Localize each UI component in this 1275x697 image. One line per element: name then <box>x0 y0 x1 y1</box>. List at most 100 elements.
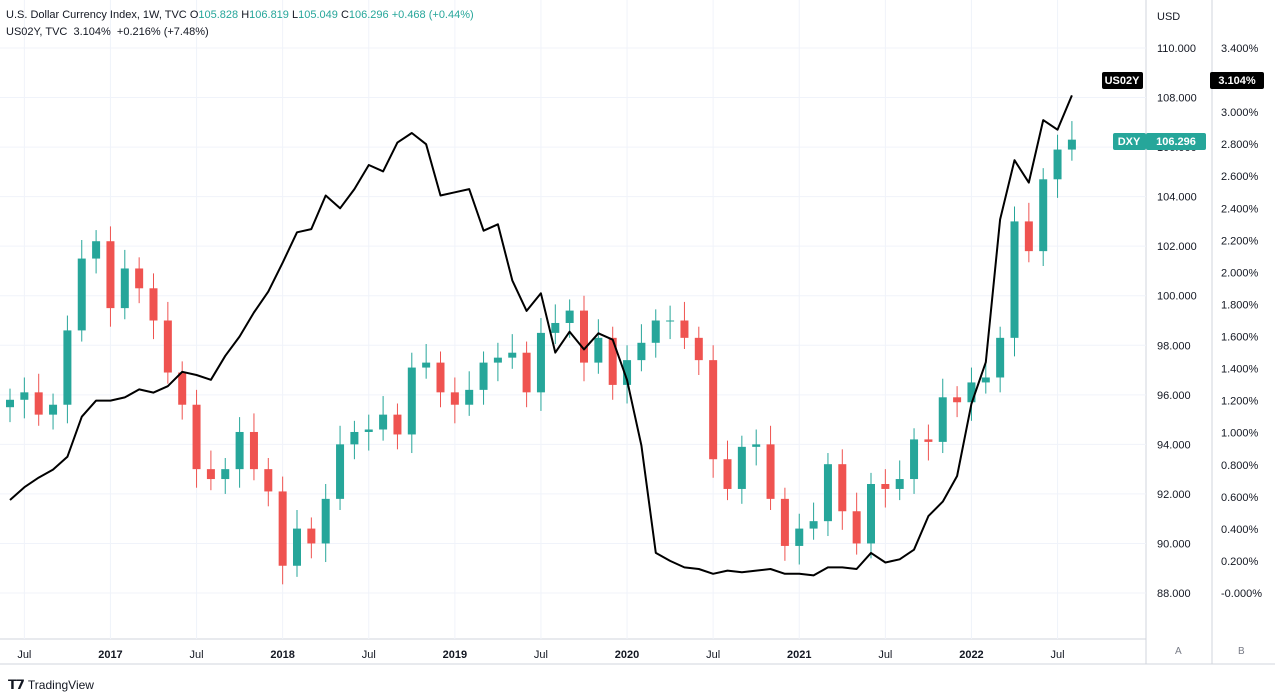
dxy-candle <box>479 351 488 405</box>
right-axis-tick-label: -0.000% <box>1221 588 1262 600</box>
dxy-candle <box>737 435 746 504</box>
dxy-candle <box>63 315 72 424</box>
dxy-candle <box>1067 121 1076 161</box>
dxy-legend-name: U.S. Dollar Currency Index, 1W, TVC <box>6 9 187 21</box>
dxy-candle <box>723 440 732 501</box>
x-axis-tick-label: Jul <box>878 649 892 661</box>
right-axis-tick-label: 1.400% <box>1221 364 1259 376</box>
tradingview-brand: TradingView <box>27 678 94 692</box>
dxy-candle <box>1010 206 1019 357</box>
tradingview-logo[interactable]: 𝗧𝟳 TradingView <box>8 677 94 693</box>
us02y-legend-change: +0.216% (+7.48%) <box>116 26 209 38</box>
left-axis-unit-label: USD <box>1157 11 1180 23</box>
dxy-candle <box>752 429 761 466</box>
us02y-line-layer <box>9 95 1073 577</box>
dxy-candle <box>623 345 632 404</box>
dxy-candle <box>49 393 58 430</box>
axis-labels: 110.000108.000106.000104.000102.000100.0… <box>17 43 1262 661</box>
dxy-legend-row[interactable]: U.S. Dollar Currency Index, 1W, TVC O105… <box>6 7 474 24</box>
dxy-candle <box>694 326 703 375</box>
left-axis-tick-label: 98.000 <box>1157 340 1191 352</box>
us02y-tag-label: US02Y <box>1105 75 1141 87</box>
right-scale-button[interactable]: B <box>1238 646 1245 657</box>
right-axis-tick-label: 2.200% <box>1221 235 1259 247</box>
us02y-line <box>9 95 1073 577</box>
dxy-candles <box>6 121 1076 585</box>
dxy-low-label: L <box>291 9 299 21</box>
dxy-candle <box>465 371 474 416</box>
right-axis-tick-label: 0.800% <box>1221 460 1259 472</box>
x-axis-tick-label: 2018 <box>270 649 294 661</box>
dxy-candle <box>77 239 86 342</box>
dxy-candle <box>20 377 29 419</box>
auto-scale-button[interactable]: A <box>1175 646 1182 657</box>
right-axis-tick-label: 1.800% <box>1221 299 1259 311</box>
dxy-candle <box>809 502 818 540</box>
us02y-last-value: 3.104% <box>1218 75 1256 87</box>
dxy-candle <box>436 351 445 408</box>
x-axis-tick-label: Jul <box>362 649 376 661</box>
dxy-open: 105.828 <box>198 9 239 21</box>
dxy-series-tag: DXY <box>1113 133 1146 150</box>
dxy-candle <box>666 305 675 340</box>
dxy-candle <box>407 352 416 454</box>
us02y-series-tag: US02Y <box>1102 72 1143 89</box>
dxy-candle <box>996 326 1005 393</box>
dxy-candle <box>235 417 244 488</box>
dxy-candle <box>967 367 976 421</box>
dxy-candle <box>92 230 101 274</box>
x-axis-tick-label: 2020 <box>615 649 639 661</box>
dxy-candle <box>953 386 962 418</box>
tradingview-logo-icon: 𝗧𝟳 <box>8 677 25 692</box>
dxy-candle <box>264 457 273 507</box>
dxy-high-label: H <box>241 9 250 21</box>
right-axis-tick-label: 1.000% <box>1221 428 1259 440</box>
dxy-candle <box>393 403 402 450</box>
dxy-candle <box>852 492 861 555</box>
dxy-close-label: C <box>340 9 349 21</box>
dxy-candle <box>651 309 660 358</box>
dxy-candle <box>163 301 172 384</box>
right-axis-tick-label: 1.600% <box>1221 332 1259 344</box>
dxy-candle <box>1039 168 1048 266</box>
dxy-candle <box>6 388 14 423</box>
dxy-candle <box>867 472 875 559</box>
dxy-candle <box>823 453 832 537</box>
us02y-legend-name: US02Y, TVC <box>6 26 68 38</box>
x-axis-tick-label: 2022 <box>959 649 983 661</box>
dxy-candle <box>422 344 431 379</box>
right-axis-tick-label: 2.800% <box>1221 139 1259 151</box>
dxy-candle <box>379 396 388 441</box>
dxy-open-label: O <box>189 9 199 21</box>
dxy-candle <box>450 377 459 424</box>
right-axis-tick-label: 0.400% <box>1221 524 1259 536</box>
dxy-candle <box>838 449 847 530</box>
left-axis-tick-label: 102.000 <box>1157 241 1197 253</box>
dxy-candle <box>1024 202 1033 263</box>
right-axis-tick-label: 3.000% <box>1221 107 1259 119</box>
right-axis-tick-label: 3.400% <box>1221 43 1259 55</box>
dxy-candle <box>709 345 718 478</box>
us02y-last-value-tag: 3.104% <box>1210 72 1264 89</box>
dxy-candle <box>1053 134 1062 198</box>
left-axis-tick-label: 92.000 <box>1157 489 1191 501</box>
us02y-legend-row[interactable]: US02Y, TVC 3.104% +0.216% (+7.48%) <box>6 24 474 41</box>
right-axis-tick-label: 2.600% <box>1221 171 1259 183</box>
dxy-candle <box>780 487 789 561</box>
dxy-high: 106.819 <box>249 9 289 21</box>
x-axis-tick-label: 2017 <box>98 649 122 661</box>
dxy-candle <box>536 318 545 411</box>
dxy-last-value: 106.296 <box>1156 136 1196 148</box>
right-axis-tick-label: 2.400% <box>1221 203 1259 215</box>
dxy-candle <box>580 295 588 382</box>
dxy-candle <box>551 304 560 345</box>
left-axis-tick-label: 88.000 <box>1157 588 1191 600</box>
dxy-candle <box>293 510 301 577</box>
dxy-candle <box>192 389 201 488</box>
x-axis-tick-label: Jul <box>17 649 31 661</box>
left-axis-tick-label: 96.000 <box>1157 390 1191 402</box>
x-axis-tick-label: Jul <box>706 649 720 661</box>
x-axis-tick-label: Jul <box>1051 649 1065 661</box>
right-axis-tick-label: 2.000% <box>1221 267 1259 279</box>
